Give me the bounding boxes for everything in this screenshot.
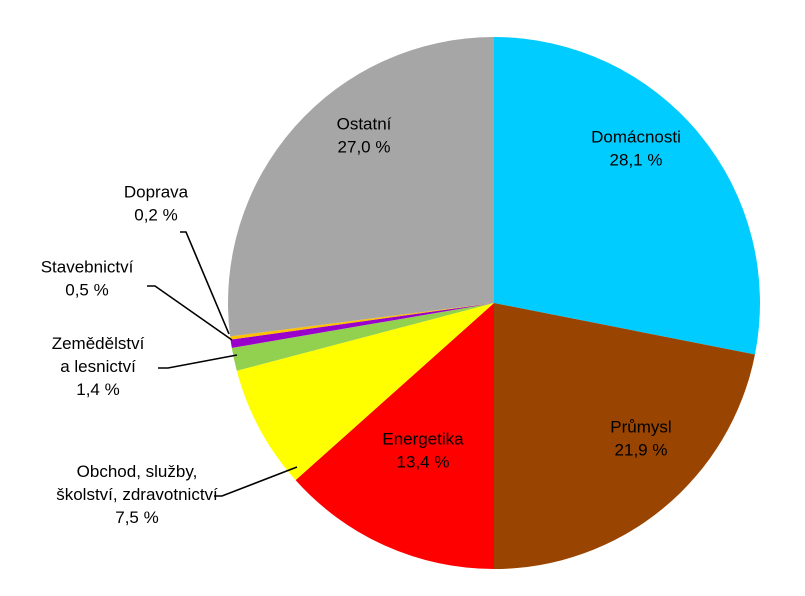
pie-slice-stavebnictví xyxy=(230,303,495,348)
pie-slice-ostatní xyxy=(228,37,494,337)
leader-line xyxy=(147,285,233,341)
slice-value-label: 1,4 % xyxy=(76,380,119,399)
pie-slice-domácnosti xyxy=(494,37,760,355)
slice-label: Ostatní 27,0 % xyxy=(337,115,392,157)
slice-label: Domácnosti 28,1 % xyxy=(591,128,681,170)
slice-label: Energetika 13,4 % xyxy=(382,430,464,472)
slice-label: Zemědělství a lesnictví 1,4 % xyxy=(52,334,145,399)
pie-slice-průmysl xyxy=(494,303,755,569)
slice-name-label: Obchod, služby, xyxy=(77,462,198,481)
slice-value-label: 21,9 % xyxy=(615,441,668,460)
slice-name-label: Domácnosti xyxy=(591,128,681,147)
slice-label: Průmysl 21,9 % xyxy=(610,418,671,460)
slice-value-label: 28,1 % xyxy=(610,151,663,170)
leader-lines xyxy=(147,231,298,497)
slice-label: Stavebnictví 0,5 % xyxy=(41,258,134,300)
slice-name-label: Zemědělství xyxy=(52,334,145,353)
slice-label: Doprava 0,2 % xyxy=(124,183,189,225)
slice-name-label: Ostatní xyxy=(337,115,392,134)
leader-line xyxy=(180,231,230,335)
slice-name-label: Energetika xyxy=(382,430,464,449)
pie-slices xyxy=(228,37,760,569)
slice-value-label: 7,5 % xyxy=(115,508,158,527)
slice-value-label: 0,2 % xyxy=(134,206,177,225)
leader-line xyxy=(158,354,238,369)
slice-value-label: 13,4 % xyxy=(397,453,450,472)
leader-line xyxy=(214,466,298,497)
slice-labels: Domácnosti 28,1 % Průmysl 21,9 % Energetika 1… xyxy=(41,115,681,528)
pie-slice-obchod-služby-školství-zdravotnictví xyxy=(236,303,494,481)
slice-label: Obchod, služby, školství, zdravotnictví 7,… xyxy=(56,462,218,527)
slice-value-label: 27,0 % xyxy=(338,138,391,157)
pie-slice-energetika xyxy=(295,303,494,569)
slice-name-label: a lesnictví xyxy=(60,357,136,376)
slice-value-label: 0,5 % xyxy=(65,281,108,300)
pie-slice-zemědělství-a-lesnictví xyxy=(231,303,494,371)
slice-name-label: Stavebnictví xyxy=(41,258,134,277)
slice-name-label: školství, zdravotnictví xyxy=(56,485,218,504)
slice-name-label: Doprava xyxy=(124,183,189,202)
slice-name-label: Průmysl xyxy=(610,418,671,437)
pie-slice-doprava xyxy=(230,303,494,340)
